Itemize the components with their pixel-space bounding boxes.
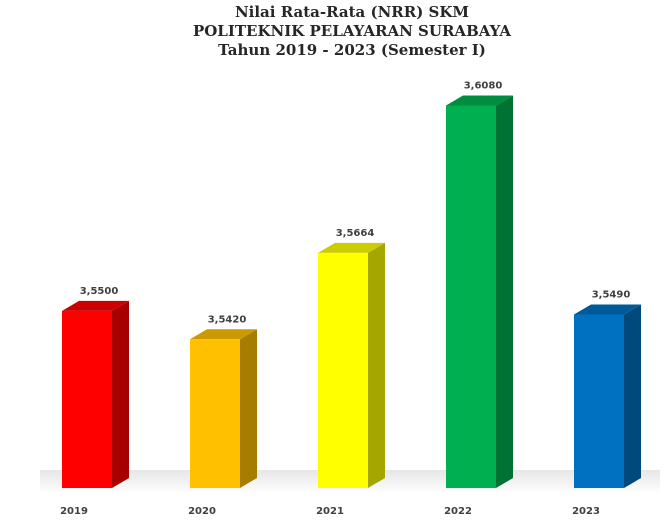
bar-top xyxy=(62,300,129,311)
bar-front xyxy=(446,105,496,488)
x-tick-label: 2021 xyxy=(316,506,344,517)
bar xyxy=(190,329,257,488)
bar-front xyxy=(62,310,112,488)
value-label: 3,5500 xyxy=(80,286,119,297)
bar-top xyxy=(574,304,641,315)
bar xyxy=(318,242,385,488)
chart-title: Nilai Rata-Rata (NRR) SKM xyxy=(235,3,469,21)
bar xyxy=(62,300,129,488)
x-tick-label: 2019 xyxy=(60,506,88,517)
bar-top xyxy=(190,329,257,340)
bar-side xyxy=(624,304,641,488)
bar-side xyxy=(240,329,257,488)
bar-side xyxy=(112,300,129,488)
value-label: 3,6080 xyxy=(464,81,503,92)
bar-side xyxy=(368,242,385,488)
bar xyxy=(446,95,513,488)
bar-front xyxy=(574,314,624,488)
bar-top xyxy=(446,95,513,106)
value-label: 3,5664 xyxy=(336,228,375,239)
bar-top xyxy=(318,242,385,253)
chart-title: POLITEKNIK PELAYARAN SURABAYA xyxy=(193,22,511,40)
x-tick-label: 2020 xyxy=(188,506,216,517)
x-tick-label: 2023 xyxy=(572,506,600,517)
value-label: 3,5490 xyxy=(592,289,631,300)
bar-front xyxy=(190,339,240,488)
bar xyxy=(574,304,641,488)
bar-front xyxy=(318,252,368,488)
chart-title: Tahun 2019 - 2023 (Semester I) xyxy=(218,41,486,59)
value-label: 3,5420 xyxy=(208,314,247,325)
x-tick-label: 2022 xyxy=(444,506,472,517)
bar-side xyxy=(496,95,513,488)
